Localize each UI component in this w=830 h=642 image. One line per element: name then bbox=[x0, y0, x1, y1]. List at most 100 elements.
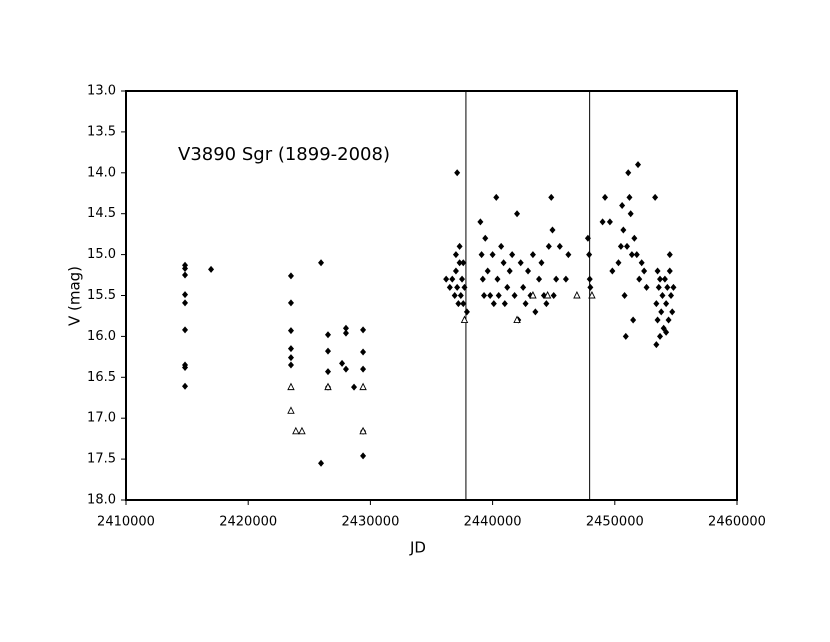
data-point bbox=[182, 265, 189, 273]
y-tick-label: 16.5 bbox=[87, 370, 116, 385]
data-point bbox=[562, 275, 569, 283]
data-point bbox=[550, 292, 557, 299]
data-point bbox=[498, 242, 505, 250]
y-tick-label: 18.0 bbox=[87, 493, 116, 508]
data-point bbox=[665, 316, 672, 324]
x-tick-label: 2430000 bbox=[341, 515, 399, 530]
data-point bbox=[532, 308, 539, 316]
data-point bbox=[500, 259, 507, 267]
x-tick-label: 2410000 bbox=[97, 515, 155, 530]
x-tick-label: 2440000 bbox=[464, 515, 522, 530]
data-point bbox=[506, 267, 513, 275]
data-point bbox=[641, 267, 648, 275]
data-point bbox=[318, 459, 325, 467]
data-point bbox=[452, 267, 459, 275]
data-point bbox=[287, 382, 295, 391]
data-point bbox=[584, 234, 591, 242]
data-point bbox=[543, 300, 550, 308]
y-tick-label: 16.0 bbox=[87, 329, 116, 344]
data-point bbox=[487, 292, 494, 299]
data-point bbox=[460, 315, 469, 323]
data-point bbox=[443, 275, 450, 283]
data-point bbox=[511, 292, 518, 299]
data-point bbox=[670, 283, 677, 291]
data-point bbox=[549, 226, 556, 234]
data-point bbox=[182, 382, 189, 390]
data-point bbox=[663, 300, 670, 308]
data-point bbox=[208, 265, 215, 273]
data-point bbox=[287, 354, 294, 362]
data-point bbox=[643, 283, 650, 291]
data-point bbox=[360, 365, 367, 373]
data-point bbox=[543, 290, 552, 299]
y-tick-label: 14.0 bbox=[87, 165, 116, 180]
data-point bbox=[455, 300, 462, 308]
data-point bbox=[489, 251, 496, 259]
data-point bbox=[459, 275, 466, 283]
data-point bbox=[653, 300, 660, 308]
x-tick-label: 2460000 bbox=[708, 515, 766, 530]
y-tick-label: 15.5 bbox=[87, 288, 116, 303]
data-point bbox=[342, 324, 349, 332]
data-point bbox=[460, 259, 467, 267]
data-point bbox=[609, 267, 616, 275]
data-point bbox=[287, 299, 294, 307]
data-point bbox=[587, 283, 594, 291]
x-tick-label: 2420000 bbox=[219, 515, 277, 530]
data-point bbox=[287, 345, 294, 353]
data-point bbox=[481, 292, 488, 299]
y-tick-label: 15.0 bbox=[87, 247, 116, 262]
data-point bbox=[536, 275, 543, 283]
data-point bbox=[360, 326, 367, 334]
y-tick-label: 17.5 bbox=[87, 452, 116, 467]
data-point bbox=[318, 259, 325, 267]
y-tick-label: 13.5 bbox=[87, 124, 116, 139]
data-point bbox=[658, 308, 665, 316]
data-point bbox=[666, 251, 673, 259]
data-point bbox=[494, 275, 501, 283]
data-point bbox=[342, 329, 349, 337]
data-point bbox=[525, 267, 532, 275]
data-point bbox=[619, 202, 626, 210]
data-point bbox=[454, 169, 461, 177]
data-point bbox=[626, 193, 633, 201]
data-point bbox=[664, 283, 671, 291]
data-point bbox=[661, 275, 668, 283]
data-point bbox=[520, 283, 527, 291]
data-point bbox=[477, 218, 484, 226]
data-point bbox=[659, 292, 666, 299]
data-point bbox=[452, 251, 459, 259]
data-point bbox=[588, 290, 596, 299]
data-point bbox=[565, 251, 572, 259]
data-point bbox=[635, 161, 642, 169]
data-point bbox=[460, 300, 467, 308]
data-point bbox=[586, 251, 593, 259]
data-point bbox=[360, 452, 367, 460]
data-point bbox=[573, 290, 581, 299]
data-point bbox=[620, 226, 627, 234]
data-point bbox=[287, 361, 294, 369]
data-point bbox=[182, 271, 189, 279]
data-point bbox=[495, 292, 502, 299]
data-point bbox=[359, 382, 367, 391]
data-point bbox=[501, 300, 508, 308]
y-tick-label: 17.0 bbox=[87, 411, 116, 426]
data-point bbox=[504, 283, 511, 291]
data-point bbox=[457, 292, 464, 299]
data-point bbox=[482, 234, 489, 242]
data-point bbox=[287, 406, 295, 414]
data-point bbox=[548, 193, 555, 201]
data-point bbox=[666, 267, 673, 275]
data-point bbox=[182, 291, 189, 299]
data-point bbox=[451, 292, 458, 299]
y-axis-label: V (mag) bbox=[66, 266, 84, 326]
data-point bbox=[624, 242, 631, 250]
data-point bbox=[538, 259, 545, 267]
data-point bbox=[298, 426, 306, 435]
data-point bbox=[292, 426, 300, 435]
data-point bbox=[606, 218, 613, 226]
data-point bbox=[182, 299, 189, 307]
data-point bbox=[630, 316, 637, 324]
